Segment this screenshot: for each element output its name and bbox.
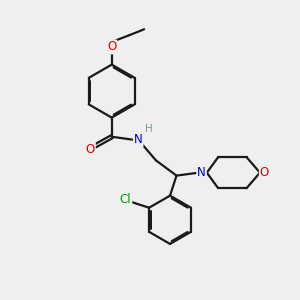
Text: Cl: Cl — [120, 193, 131, 206]
Text: N: N — [134, 133, 142, 146]
Text: O: O — [85, 142, 95, 156]
Text: H: H — [145, 124, 152, 134]
Text: O: O — [260, 166, 269, 179]
Text: N: N — [197, 166, 206, 179]
Text: O: O — [107, 40, 116, 53]
